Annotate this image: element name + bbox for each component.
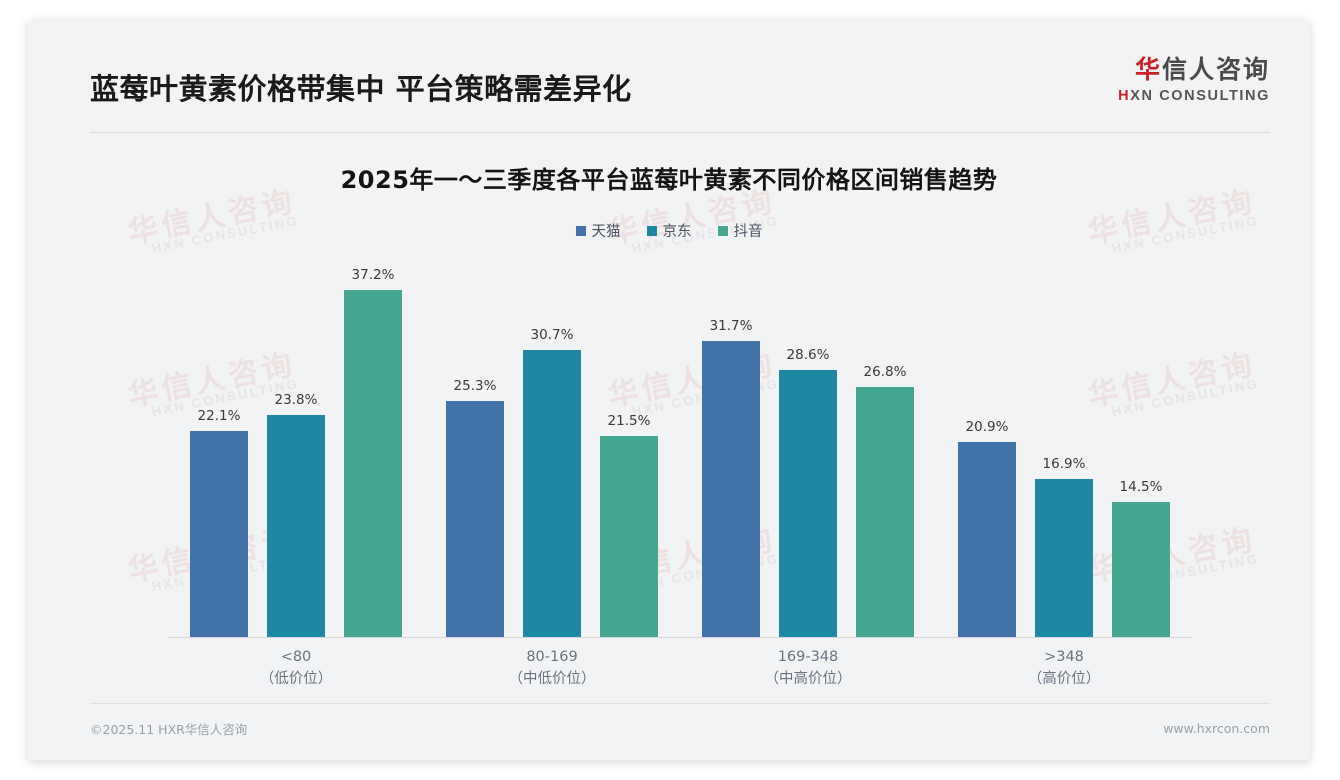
bar-value-label: 16.9%	[1042, 456, 1086, 473]
legend-swatch-icon	[646, 225, 657, 236]
x-axis-label-sub: （中低价位）	[508, 671, 596, 688]
bar-value-label: 23.8%	[274, 391, 318, 408]
x-axis-label-main: <80	[280, 649, 312, 665]
bar-rect[interactable]	[446, 400, 504, 637]
x-axis-label-sub: （低价位）	[259, 671, 333, 688]
bar-京东-80-169[interactable]: 30.7%	[523, 246, 581, 637]
legend-swatch-icon	[575, 225, 586, 236]
slide-canvas: 华信人咨询 HXN CONSULTING 华信人咨询 HXN CONSULTIN…	[28, 20, 1310, 760]
x-axis-label: 169-348 （中高价位）	[680, 646, 936, 691]
bar-rect[interactable]	[779, 370, 837, 637]
bar-rect[interactable]	[523, 350, 581, 637]
bar-value-label: 26.8%	[863, 363, 907, 380]
brand-logo: 华信人咨询 HXN CONSULTING	[1118, 56, 1270, 104]
x-axis-label-main: 80-169	[526, 649, 578, 665]
bar-value-label: 25.3%	[453, 377, 497, 394]
slide-header: 蓝莓叶黄素价格带集中 平台策略需差异化 华信人咨询 HXN CONSULTING	[28, 20, 1310, 118]
bar-天猫-80-169[interactable]: 25.3%	[446, 246, 504, 637]
bar-京东->348[interactable]: 16.9%	[1035, 246, 1093, 637]
brand-logo-cn-rest: 信人咨询	[1161, 55, 1270, 84]
bar-rect[interactable]	[344, 289, 402, 637]
bar-京东-169-348[interactable]: 28.6%	[779, 246, 837, 637]
bar-rect[interactable]	[1035, 479, 1093, 637]
brand-logo-en-rest: XN CONSULTING	[1130, 87, 1270, 104]
x-axis-label-main: >348	[1044, 649, 1084, 665]
brand-logo-en-accent: H	[1118, 87, 1131, 104]
chart-x-axis-labels: <80 （低价位） 80-169 （中低价位） 169-348 （中高价位） >348 （高价…	[168, 646, 1192, 691]
page-title: 蓝莓叶黄素价格带集中 平台策略需差异化	[90, 72, 632, 106]
bar-天猫->348[interactable]: 20.9%	[958, 246, 1016, 637]
bar-value-label: 21.5%	[607, 413, 651, 430]
legend-swatch-icon	[717, 225, 728, 236]
bar-rect[interactable]	[267, 414, 325, 637]
chart-container: 2025年一～三季度各平台蓝莓叶黄素不同价格区间销售趋势 天猫 京东 抖音 22.1…	[28, 138, 1310, 694]
legend-label: 京东	[662, 224, 692, 240]
bar-value-label: 37.2%	[351, 266, 395, 283]
brand-logo-cn-accent: 华	[1134, 55, 1162, 84]
legend-label: 天猫	[591, 224, 621, 240]
bar-value-label: 20.9%	[965, 418, 1009, 435]
bar-value-label: 14.5%	[1119, 478, 1163, 495]
bar-天猫-169-348[interactable]: 31.7%	[702, 246, 760, 637]
bar-rect[interactable]	[600, 436, 658, 637]
bar-rect[interactable]	[1112, 501, 1170, 637]
legend-item-京东[interactable]: 京东	[646, 220, 692, 241]
chart-plot-area: 22.1% 23.8% 37.2% 25.3% 30.7% 21.5% 31.7% 28.6%…	[168, 246, 1192, 638]
x-axis-label-sub: （中高价位）	[764, 671, 852, 688]
footer-copyright: ©2025.11 HXR华信人咨询	[90, 722, 248, 737]
brand-logo-en: HXN CONSULTING	[1118, 88, 1270, 104]
x-axis-label: >348 （高价位）	[936, 646, 1192, 691]
chart-axis-line	[168, 637, 1192, 638]
bar-抖音-<80[interactable]: 37.2%	[344, 246, 402, 637]
x-axis-label-main: 169-348	[777, 649, 839, 665]
x-axis-label: 80-169 （中低价位）	[424, 646, 680, 691]
slide-footer: ©2025.11 HXR华信人咨询 www.hxrcon.com	[90, 719, 1270, 738]
chart-title: 2025年一～三季度各平台蓝莓叶黄素不同价格区间销售趋势	[340, 166, 998, 194]
chart-legend: 天猫 京东 抖音	[28, 220, 1310, 241]
bar-抖音-169-348[interactable]: 26.8%	[856, 246, 914, 637]
footer-divider	[90, 703, 1270, 704]
bar-rect[interactable]	[856, 386, 914, 637]
legend-item-天猫[interactable]: 天猫	[575, 220, 621, 241]
bar-抖音-80-169[interactable]: 21.5%	[600, 246, 658, 637]
bar-rect[interactable]	[190, 430, 248, 637]
bar-value-label: 30.7%	[530, 327, 574, 344]
chart-bar-groups: 22.1% 23.8% 37.2% 25.3% 30.7% 21.5% 31.7% 28.6%…	[168, 246, 1192, 638]
bar-value-label: 28.6%	[786, 347, 830, 364]
bar-京东-<80[interactable]: 23.8%	[267, 246, 325, 637]
bar-group: 20.9% 16.9% 14.5%	[936, 246, 1192, 638]
brand-logo-cn: 华信人咨询	[1118, 56, 1270, 84]
bar-group: 31.7% 28.6% 26.8%	[680, 246, 936, 638]
bar-value-label: 31.7%	[709, 318, 753, 335]
x-axis-label-sub: （高价位）	[1027, 671, 1101, 688]
bar-天猫-<80[interactable]: 22.1%	[190, 246, 248, 637]
bar-rect[interactable]	[958, 441, 1016, 637]
legend-item-抖音[interactable]: 抖音	[717, 220, 763, 241]
bar-group: 25.3% 30.7% 21.5%	[424, 246, 680, 638]
bar-group: 22.1% 23.8% 37.2%	[168, 246, 424, 638]
bar-抖音->348[interactable]: 14.5%	[1112, 246, 1170, 637]
bar-value-label: 22.1%	[197, 407, 241, 424]
bar-rect[interactable]	[702, 341, 760, 637]
x-axis-label: <80 （低价位）	[168, 646, 424, 691]
legend-label: 抖音	[733, 224, 763, 240]
footer-website[interactable]: www.hxrcon.com	[1163, 721, 1270, 736]
header-divider	[90, 132, 1270, 133]
